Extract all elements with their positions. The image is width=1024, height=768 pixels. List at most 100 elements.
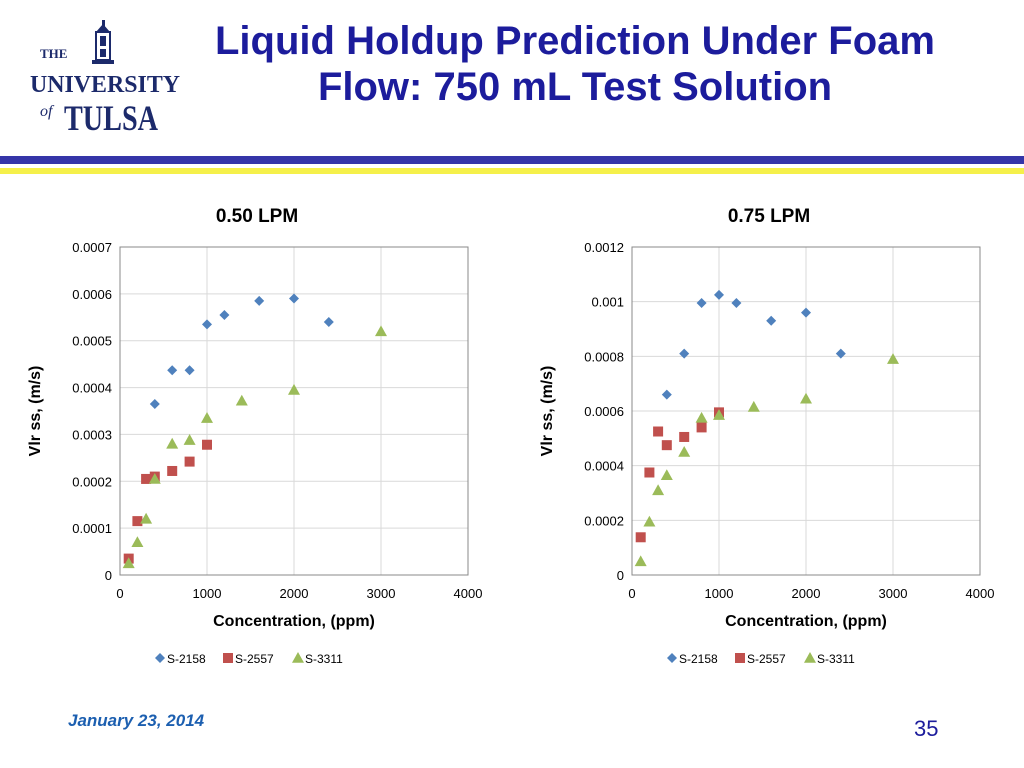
0-75-lpm-point-s-2557-600 [679,431,690,442]
0-50-lpm-title: 0.50 LPM [216,206,298,227]
0-75-lpm-point-s-3311-1000 [713,409,725,420]
0-50-lpm-xtick-0: 0 [116,586,123,601]
0-50-lpm-point-s-2158-1600 [254,295,265,306]
header-rule-yellow [0,168,1024,174]
0-75-lpm-xtick-3000: 3000 [879,586,908,601]
0-75-lpm-ytick-0: 0 [617,568,624,583]
0-75-lpm-plot-frame [631,246,981,576]
0-50-lpm-point-s-2158-2400 [323,316,334,327]
0-75-lpm-title: 0.75 LPM [728,206,810,227]
0-75-lpm-legend-marker-s-2158 [667,653,677,663]
slide-title-line-1: Liquid Holdup Prediction Under Foam [215,19,935,63]
0-50-lpm-point-s-3311-200 [131,536,144,547]
0-75-lpm-point-s-3311-100 [634,555,647,567]
0-75-lpm-legend-label-s-3311: S-3311 [817,652,855,666]
logo-tulsa: TULSA [64,98,158,138]
0-75-lpm-point-s-2158-1000 [714,289,724,300]
0-50-lpm-legend: S-2158 S-2557 S-3311 [155,652,343,666]
0-75-lpm-point-s-2158-2000 [801,307,811,318]
0-75-lpm-point-s-3311-200 [643,515,656,527]
0-50-lpm-point-s-2158-1000 [202,319,212,330]
0-75-lpm-point-s-2557-400 [661,440,672,451]
0-50-lpm-plot-frame [119,246,469,576]
chart-050-lpm-svg: 0.50 LPM 0 0.0001 0.0002 0.0003 0.0004 0.0005 0… [27,206,483,666]
0-50-lpm-legend-marker-s-2557 [223,653,233,663]
0-75-lpm-legend-marker-s-2557 [735,653,745,663]
0-50-lpm-series-s-2158 [149,293,334,409]
0-50-lpm-ytick-0-0001: 0.0001 [72,521,112,536]
0-75-lpm-ytick-0-0012: 0.0012 [584,240,624,255]
slide-title-line-2: Flow: 750 mL Test Solution [317,65,833,109]
0-75-lpm-ytick-0-0008: 0.0008 [584,349,624,364]
0-50-lpm-ytick-0: 0 [105,568,112,583]
0-75-lpm-point-s-2158-1200 [731,298,742,309]
0-50-lpm-ytick-0-0002: 0.0002 [72,474,112,489]
0-75-lpm-xlabel: Concentration, (ppm) [725,613,887,630]
0-50-lpm-point-s-2158-400 [149,398,160,409]
0-75-lpm-xtick-1000: 1000 [705,586,734,601]
0-50-lpm-legend-marker-s-3311 [292,652,304,663]
0-75-lpm-xtick-2000: 2000 [792,586,821,601]
0-50-lpm-xtick-4000: 4000 [454,586,483,601]
0-50-lpm-point-s-3311-300 [140,512,153,524]
footer-date: January 23, 2014 [68,711,205,730]
0-50-lpm-point-s-2557-200 [132,516,143,527]
0-50-lpm-point-s-2557-300 [141,473,152,484]
0-75-lpm-series-s-2158 [661,289,846,400]
logo-of: of [40,103,55,120]
0-50-lpm-legend-marker-s-2158 [155,653,165,663]
0-75-lpm-ytick-0-001: 0.001 [591,295,624,310]
0-50-lpm-point-s-2158-800 [184,365,195,376]
0-50-lpm-ytick-0-0007: 0.0007 [72,240,112,255]
0-50-lpm-point-s-3311-2000 [288,383,300,395]
0-50-lpm-point-s-2158-600 [167,365,178,376]
header-rule-blue [0,156,1024,164]
0-75-lpm-point-s-2158-1600 [766,315,777,326]
logo-the: THE [40,46,67,61]
chart-075-lpm-svg: 0.75 LPM 0 0.0002 0.0004 0.0006 0.0008 0.001 0.… [539,206,995,666]
0-75-lpm-point-s-2158-600 [679,348,690,359]
0-50-lpm-legend-label-s-3311: S-3311 [305,652,343,666]
0-50-lpm-legend-label-s-2557: S-2557 [235,652,274,666]
0-75-lpm-point-s-2557-300 [653,426,664,437]
0-50-lpm-xtick-1000: 1000 [193,586,222,601]
0-75-lpm-ytick-0-0004: 0.0004 [584,459,624,474]
0-75-lpm-point-s-2158-400 [661,389,672,400]
0-50-lpm-ylabel: Vlr ss, (m/s) [27,366,44,457]
0-75-lpm-xtick-0: 0 [628,586,635,601]
0-50-lpm-ytick-0-0006: 0.0006 [72,287,112,302]
0-75-lpm-point-s-3311-3000 [887,353,899,364]
0-75-lpm-ylabel: Vlr ss, (m/s) [539,366,556,457]
slide-title: Liquid Holdup Prediction Under Foam Flow… [160,18,990,110]
0-50-lpm-series-s-3311 [122,325,387,569]
0-50-lpm-point-s-3311-1400 [235,394,248,406]
0-75-lpm-point-s-2557-100 [635,532,646,543]
0-75-lpm-point-s-3311-300 [652,484,665,496]
0-50-lpm-xlabel: Concentration, (ppm) [213,613,375,630]
0-50-lpm-ytick-0-0004: 0.0004 [72,381,112,396]
0-75-lpm-point-s-3311-400 [660,469,673,481]
0-50-lpm-legend-label-s-2158: S-2158 [167,652,206,666]
0-50-lpm-point-s-3311-400 [148,472,161,484]
0-75-lpm-xtick-4000: 4000 [966,586,995,601]
0-75-lpm-point-s-2158-800 [696,298,707,309]
0-75-lpm-legend-label-s-2557: S-2557 [747,652,786,666]
0-50-lpm-point-s-3311-3000 [375,325,387,337]
0-75-lpm-legend: S-2158 S-2557 S-3311 [667,652,855,666]
0-50-lpm-point-s-2158-1200 [219,309,230,320]
0-50-lpm-point-s-3311-100 [122,557,135,569]
0-75-lpm-gridlines [632,246,981,575]
university-of-tulsa-logo: THE UNIVERSITY of TULSA [30,20,180,138]
0-75-lpm-point-s-3311-2000 [800,392,812,404]
0-50-lpm-point-s-3311-800 [183,434,196,445]
0-75-lpm-point-s-2557-200 [644,467,655,478]
0-50-lpm-ytick-0-0005: 0.0005 [72,334,112,349]
0-50-lpm-point-s-2158-2000 [289,293,299,304]
0-75-lpm-ytick-0-0002: 0.0002 [584,513,624,528]
0-50-lpm-xtick-3000: 3000 [367,586,396,601]
0-75-lpm-point-s-2158-2400 [835,348,846,359]
0-50-lpm-point-s-3311-1000 [201,412,213,423]
chart-050-lpm: 0.50 LPM 0 0.0001 0.0002 0.0003 0.0004 0.0005 0… [8,190,508,680]
0-50-lpm-xtick-2000: 2000 [280,586,309,601]
0-75-lpm-point-s-3311-800 [695,411,708,423]
